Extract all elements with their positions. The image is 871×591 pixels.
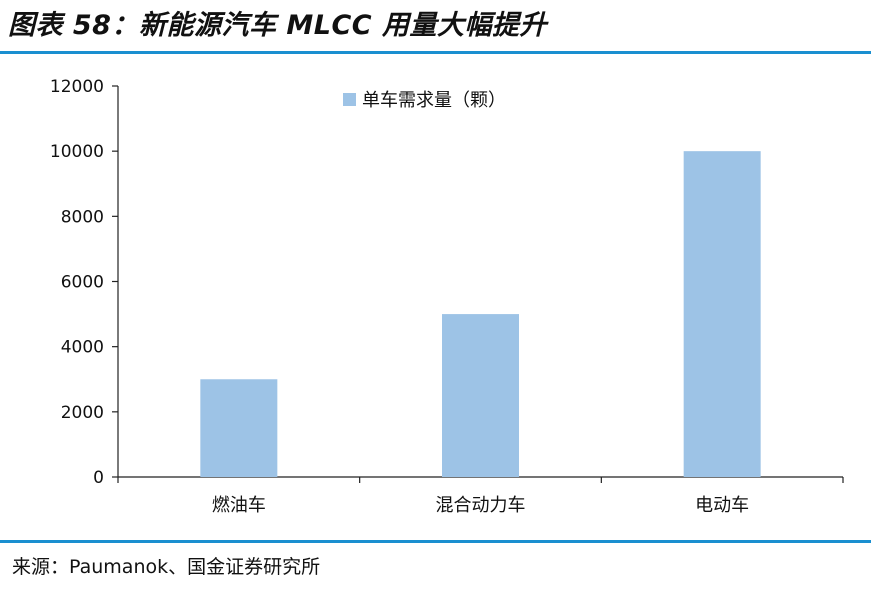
legend: 单车需求量（颗）: [343, 90, 506, 111]
bar: [200, 379, 278, 477]
category-label: 电动车: [695, 495, 749, 516]
y-tick-label: 4000: [61, 338, 104, 358]
legend-swatch: [343, 93, 356, 106]
y-tick-label: 12000: [50, 77, 104, 97]
chart-bars: [200, 151, 761, 477]
y-tick-label: 6000: [61, 273, 104, 293]
bar: [442, 314, 519, 477]
bar-chart: 单车需求量（颗） 0 2000 4000 6000 8000 10000 12000 燃油车 混…: [50, 77, 844, 516]
category-label: 燃油车: [212, 495, 266, 516]
footer-divider: [0, 540, 871, 543]
y-tick-label: 2000: [61, 403, 104, 423]
y-tick-label: 0: [93, 468, 104, 488]
category-label: 混合动力车: [436, 495, 526, 516]
chart-labels: 0 2000 4000 6000 8000 10000 12000 燃油车 混合动力车 电动车: [50, 77, 749, 516]
y-tick-label: 10000: [50, 142, 104, 162]
bar: [683, 151, 761, 477]
title-divider: [0, 51, 871, 54]
page-title: 图表 58：新能源汽车 MLCC 用量大幅提升: [8, 10, 547, 41]
legend-label: 单车需求量（颗）: [362, 90, 506, 111]
source-note: 来源：Paumanok、国金证券研究所: [12, 556, 321, 578]
y-tick-label: 8000: [61, 207, 104, 227]
